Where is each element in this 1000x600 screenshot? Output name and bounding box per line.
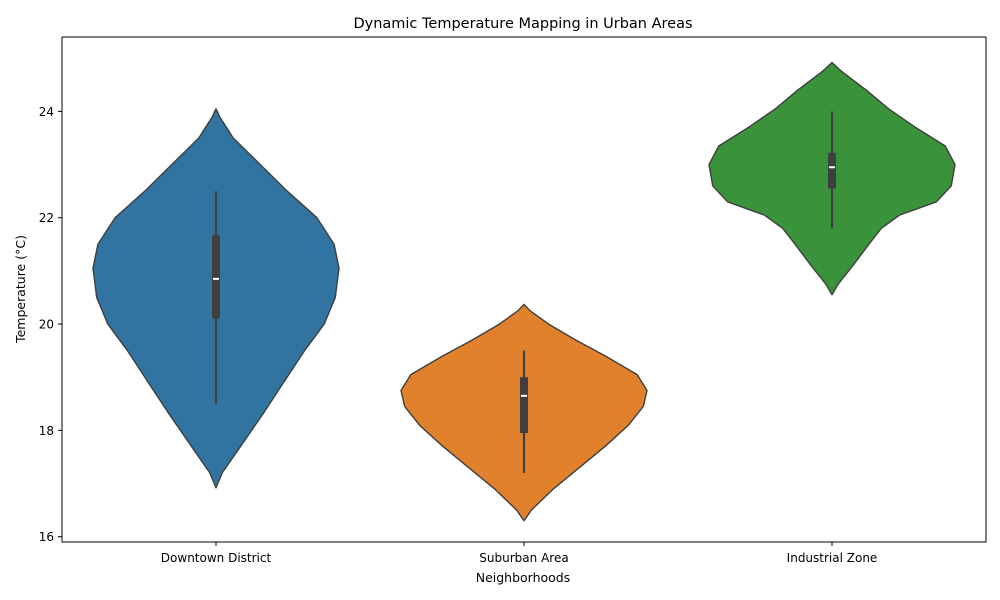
- violin-iqr-box: [212, 235, 220, 319]
- x-tick-label: Industrial Zone: [787, 551, 878, 565]
- violin-suburban-area: [400, 303, 648, 522]
- y-axis: 16 18 20 22 24: [39, 105, 62, 544]
- x-tick-label: Suburban Area: [479, 551, 568, 565]
- violins-group: [92, 61, 956, 522]
- y-tick-label: 20: [39, 318, 54, 332]
- x-axis: Downtown District Suburban Area Industrial…: [161, 542, 878, 565]
- chart-title: Dynamic Temperature Mapping in Urban Are…: [353, 16, 692, 32]
- violin-downtown-district: [92, 108, 340, 489]
- y-tick-label: 22: [39, 211, 54, 225]
- violin-iqr-box: [828, 152, 836, 189]
- y-tick-label: 16: [39, 530, 54, 544]
- x-axis-label: Neighborhoods: [476, 570, 571, 585]
- violin-industrial-zone: [708, 61, 956, 296]
- y-axis-label: Temperature (°C): [13, 235, 28, 344]
- y-tick-label: 24: [39, 105, 54, 119]
- violin-iqr-box: [520, 377, 528, 434]
- y-tick-label: 18: [39, 424, 54, 438]
- x-tick-label: Downtown District: [161, 551, 272, 565]
